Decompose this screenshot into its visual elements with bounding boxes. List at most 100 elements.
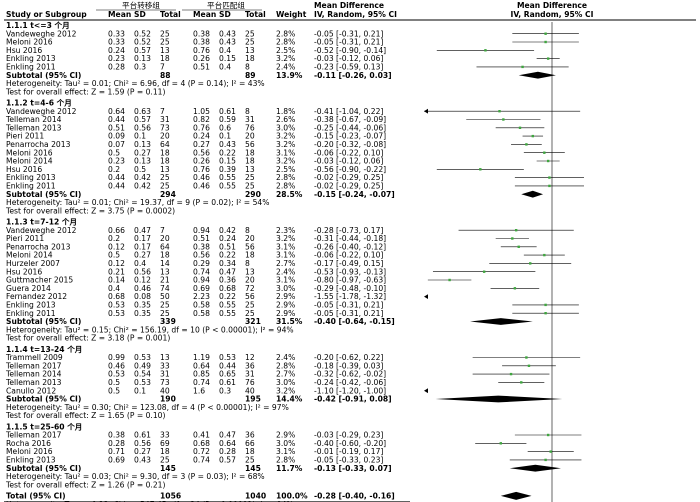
sd-2-value: 0.55 [219, 301, 236, 310]
sd-1-value: 0.08 [134, 292, 151, 301]
total-2-value: 36 [245, 431, 255, 440]
effect-marker [544, 32, 547, 35]
mean-1-value: 0.5 [108, 386, 120, 395]
ci-value: -0.52 [-0.90, -0.14] [314, 46, 386, 55]
mean-2-value: 0.94 [193, 226, 210, 235]
total-1-value: 69 [160, 439, 170, 448]
sd-2-value: 0.47 [219, 431, 236, 440]
mean-2-value: 0.58 [193, 309, 210, 318]
column-header: Weight [276, 10, 307, 19]
study-name: Meloni 2016 [6, 38, 53, 47]
weight-value: 2.8% [276, 29, 295, 38]
weight-value: 3.2% [276, 140, 295, 149]
effect-marker [498, 110, 501, 113]
weight-value: 2.7% [276, 259, 295, 268]
sd-2-value: 0.1 [219, 132, 231, 141]
sd-2-value: 0.22 [219, 251, 236, 260]
sd-2-value: 0.28 [219, 447, 236, 456]
sd-2-value: 0.47 [219, 267, 236, 276]
study-name: Hurzeler 2007 [6, 259, 60, 268]
sd-1-value: 0.53 [134, 378, 151, 387]
mean-1-value: 0.12 [108, 242, 125, 251]
mean-2-value: 0.74 [193, 378, 210, 387]
total-2-value: 56 [245, 140, 255, 149]
weight-value: 2.5% [276, 165, 295, 174]
sd-1-value: 0.56 [134, 439, 151, 448]
study-name: Enkling 2013 [6, 456, 56, 465]
ci-value: -0.56 [-0.90, -0.22] [314, 165, 386, 174]
sd-1-value: 0.61 [134, 431, 151, 440]
ci-arrow-left [424, 388, 428, 394]
ci-value: -0.32 [-0.62, -0.02] [314, 370, 386, 379]
column-header: Mean [193, 10, 216, 19]
effect-marker [544, 40, 547, 44]
effect-marker [544, 303, 547, 307]
sd-2-value: 0.42 [219, 226, 236, 235]
total-2-value: 25 [245, 301, 255, 310]
mean-1-value: 0.23 [108, 157, 125, 166]
ci-value: -0.26 [-0.40, -0.12] [314, 242, 386, 251]
mean-1-value: 0.38 [108, 431, 125, 440]
subtotal-diamond [521, 190, 544, 198]
sd-2-value: 0.6 [219, 123, 231, 132]
weight-value: 2.9% [276, 431, 295, 440]
subtotal-ci: -0.42 [-0.91, 0.08] [314, 395, 392, 404]
subgroup-title: 1.1.1 t<=3 个月 [6, 20, 70, 30]
effect-marker [546, 433, 550, 437]
mean-2-value: 1.6 [193, 386, 205, 395]
sd-1-value: 0.35 [134, 309, 151, 318]
mean-2-value: 1.05 [193, 107, 210, 116]
sd-1-value: 0.13 [134, 140, 151, 149]
subtotal-n2: 89 [245, 71, 256, 80]
ci-arrow-left [424, 294, 428, 299]
total-1-value: 73 [160, 123, 170, 132]
mean-1-value: 0.23 [108, 54, 125, 63]
sd-1-value: 0.1 [134, 132, 146, 141]
effect-marker [479, 168, 482, 171]
subgroup-title: 1.1.5 t=25-60 个月 [6, 421, 82, 431]
sd-2-value: 0.3 [219, 386, 231, 395]
effect-marker [520, 381, 523, 384]
mean-2-value: 0.58 [193, 301, 210, 310]
subtotal-n2: 145 [245, 464, 261, 473]
effect-marker [484, 49, 487, 52]
weight-value: 2.4% [276, 63, 295, 72]
subtotal-ci: -0.40 [-0.64, -0.15] [314, 317, 395, 326]
effect-marker [549, 450, 552, 453]
effect-marker [544, 312, 547, 315]
sd-1-value: 0.27 [134, 148, 151, 157]
total-1-value: 13 [160, 165, 170, 174]
mean-2-value: 0.38 [193, 29, 210, 38]
ci-value: -0.29 [-0.48, -0.10] [314, 284, 386, 293]
ci-value: -0.31 [-0.44, -0.18] [314, 234, 386, 243]
total-2-value: 20 [245, 276, 255, 285]
mean-1-value: 0.14 [108, 276, 125, 285]
total-2-value: 18 [245, 251, 255, 260]
total-1-value: 7 [160, 226, 165, 235]
total-2-value: 18 [245, 54, 255, 63]
sd-1-value: 0.52 [134, 38, 151, 47]
sd-2-value: 0.34 [219, 259, 236, 268]
heterogeneity-text: Heterogeneity: Tau² = 0.03; Chi² = 9.30,… [6, 472, 265, 481]
weight-value: 3.0% [276, 123, 295, 132]
mean-1-value: 0.71 [108, 447, 125, 456]
weight-value: 3.2% [276, 386, 295, 395]
sd-1-value: 0.35 [134, 301, 151, 310]
sd-1-value: 0.27 [134, 251, 151, 260]
mean-2-value: 0.76 [193, 165, 210, 174]
ci-value: -0.41 [-1.04, 0.22] [314, 107, 383, 116]
effect-marker [548, 176, 551, 179]
total-2-value: 18 [245, 148, 255, 157]
mean-1-value: 0.28 [108, 439, 125, 448]
ci-value: -0.03 [-0.12, 0.06] [314, 54, 383, 63]
subtotal-weight: 13.9% [276, 71, 303, 80]
weight-value: 2.4% [276, 353, 295, 362]
total-1-value: 20 [160, 132, 170, 141]
ci-value: -0.06 [-0.22, 0.10] [314, 251, 383, 260]
total-2-value: 76 [245, 123, 255, 132]
subtotal-weight: 28.5% [276, 190, 303, 199]
effect-marker [513, 287, 517, 290]
heterogeneity-text: Heterogeneity: Tau² = 0.30; Chi² = 123.0… [6, 403, 289, 412]
total-1-value: 25 [160, 38, 170, 47]
